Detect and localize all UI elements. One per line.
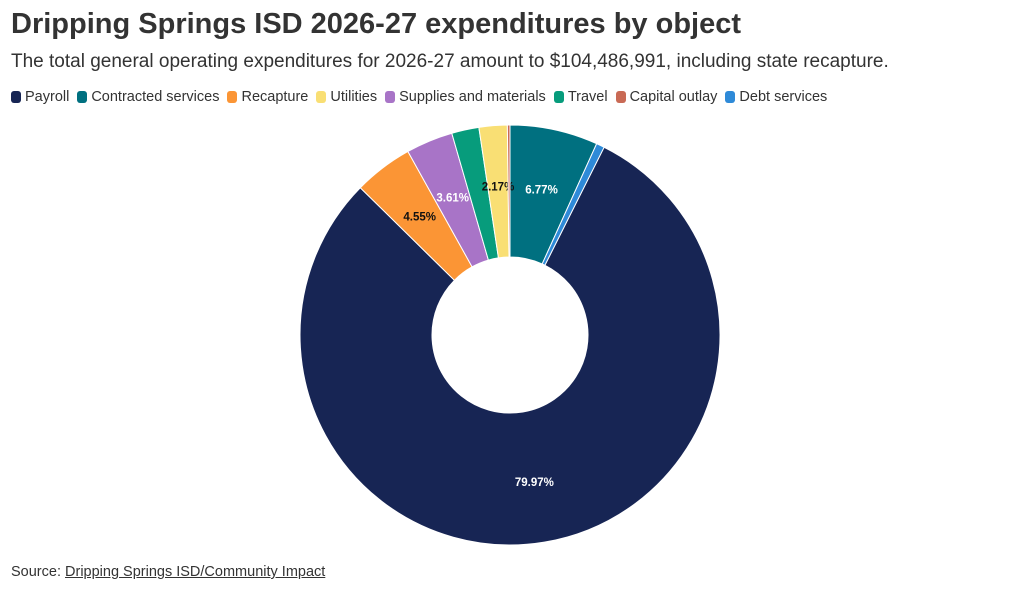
data-label-payroll: 79.97% xyxy=(515,477,554,489)
legend-swatch xyxy=(615,91,626,103)
legend-label: Supplies and materials xyxy=(399,89,546,105)
slice-payroll[interactable] xyxy=(299,146,721,546)
legend-swatch xyxy=(725,91,736,103)
legend-item-supplies-and-materials[interactable]: Supplies and materials xyxy=(385,89,546,105)
legend-label: Debt services xyxy=(739,89,828,105)
legend-item-travel[interactable]: Travel xyxy=(553,89,608,105)
chart-legend: Payroll Contracted services Recapture Utili… xyxy=(11,89,827,105)
data-label-recapture: 4.55% xyxy=(403,211,436,223)
legend-label: Capital outlay xyxy=(629,89,718,105)
legend-swatch xyxy=(227,91,238,103)
legend-item-payroll[interactable]: Payroll xyxy=(11,89,69,105)
data-label-supplies-and-materials: 3.61% xyxy=(436,192,469,204)
legend-item-recapture[interactable]: Recapture xyxy=(227,89,308,105)
legend-label: Payroll xyxy=(25,89,70,105)
legend-swatch xyxy=(385,91,396,103)
legend-label: Utilities xyxy=(330,89,378,105)
data-label-contracted-services: 6.77% xyxy=(525,184,558,196)
legend-label: Travel xyxy=(567,89,608,105)
chart-title: Dripping Springs ISD 2026-27 expenditure… xyxy=(11,8,742,40)
legend-swatch xyxy=(11,91,21,103)
source-link[interactable]: Dripping Springs ISD/Community Impact xyxy=(65,564,326,580)
legend-swatch xyxy=(77,91,88,103)
legend-label: Contracted services xyxy=(91,89,220,105)
source-note: Source: Dripping Springs ISD/Community I… xyxy=(11,564,325,580)
slice-capital-outlay[interactable] xyxy=(506,124,511,258)
chart-subtitle: The total general operating expenditures… xyxy=(11,51,889,72)
legend-label: Recapture xyxy=(241,89,309,105)
legend-item-capital-outlay[interactable]: Capital outlay xyxy=(615,89,718,105)
legend-item-contracted-services[interactable]: Contracted services xyxy=(77,89,219,105)
legend-item-debt-services[interactable]: Debt services xyxy=(725,89,827,105)
legend-swatch xyxy=(553,91,564,103)
legend-swatch xyxy=(316,91,327,103)
legend-item-utilities[interactable]: Utilities xyxy=(316,89,377,105)
data-label-utilities: 2.17% xyxy=(482,181,515,193)
source-prefix: Source: xyxy=(11,564,61,580)
